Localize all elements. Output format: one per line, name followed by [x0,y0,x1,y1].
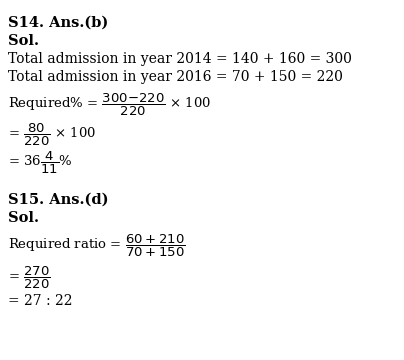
Text: S15. Ans.(d): S15. Ans.(d) [8,193,109,207]
Text: S14. Ans.(b): S14. Ans.(b) [8,16,108,30]
Text: Total admission in year 2014 = 140 + 160 = 300: Total admission in year 2014 = 140 + 160… [8,52,352,66]
Text: Required ratio = $\dfrac{60+210}{70+150}$: Required ratio = $\dfrac{60+210}{70+150}… [8,233,186,259]
Text: = $\dfrac{80}{220}$ × 100: = $\dfrac{80}{220}$ × 100 [8,122,96,148]
Text: Required% = $\dfrac{300 {-} 220}{220}$ × 100: Required% = $\dfrac{300 {-} 220}{220}$ ×… [8,92,211,118]
Text: Sol.: Sol. [8,34,39,48]
Text: = $\dfrac{270}{220}$: = $\dfrac{270}{220}$ [8,265,50,291]
Text: = 36$\dfrac{4}{11}$%: = 36$\dfrac{4}{11}$% [8,150,73,176]
Text: Total admission in year 2016 = 70 + 150 = 220: Total admission in year 2016 = 70 + 150 … [8,70,343,84]
Text: = 27 : 22: = 27 : 22 [8,294,72,308]
Text: Sol.: Sol. [8,211,39,225]
